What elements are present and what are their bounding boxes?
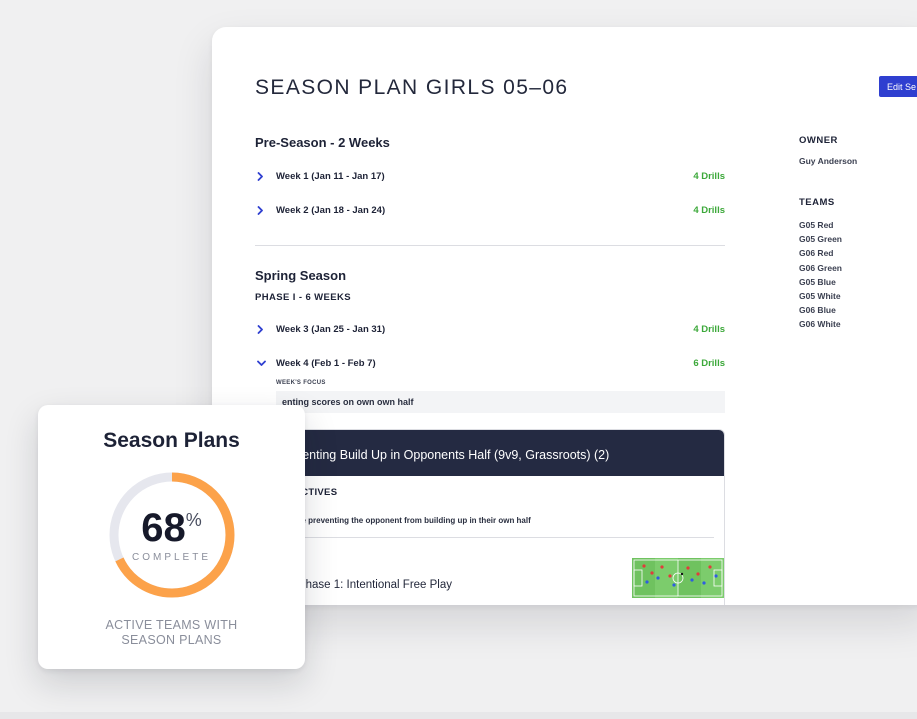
drill-row[interactable]: E y Phase 1: Intentional Free Play (277, 538, 724, 598)
objectives-title: JECTIVES (289, 487, 338, 498)
percent-value: 68 (141, 506, 186, 550)
chevron-right-icon (257, 171, 267, 181)
team-item: G05 White (799, 291, 841, 302)
owner-name: Guy Anderson (799, 156, 858, 166)
completion-ring (109, 472, 235, 598)
caption-line-1: ACTIVE TEAMS WITH (105, 618, 238, 632)
stats-title: Season Plans (103, 429, 240, 452)
session-header: SION eventing Build Up in Opponents Half… (277, 430, 724, 476)
percent-sign: % (185, 510, 202, 530)
percent-display: 68% (38, 506, 305, 551)
pitch-diagram-thumbnail[interactable] (632, 558, 724, 598)
team-list: G05 Red G05 Green G06 Red G06 Green G05 … (799, 218, 917, 332)
session-kicker: SION (289, 439, 712, 445)
chevron-down-icon (257, 360, 267, 367)
drill-count: 6 Drills (693, 357, 725, 369)
drill-count: 4 Drills (693, 204, 725, 216)
week-row-2[interactable]: Week 2 (Jan 18 - Jan 24) 4 Drills (255, 193, 725, 227)
page-bottom-band (0, 712, 917, 719)
section-divider (255, 245, 725, 246)
preseason-title: Pre-Season - 2 Weeks (255, 135, 390, 150)
week-row-4[interactable]: Week 4 (Feb 1 - Feb 7) 6 Drills (255, 346, 725, 380)
season-plan-card: SEASON PLAN GIRLS 05–06 Edit Se Pre-Seas… (212, 27, 917, 605)
week-row-3[interactable]: Week 3 (Jan 25 - Jan 31) 4 Drills (255, 312, 725, 346)
owner-label: OWNER (799, 135, 838, 146)
team-item: G06 Red (799, 248, 834, 259)
plan-column: Pre-Season - 2 Weeks Week 1 (Jan 11 - Ja… (255, 135, 725, 605)
chevron-right-icon (257, 324, 267, 334)
chevron-right-icon (257, 205, 267, 215)
objective-text: rove preventing the opponent from buildi… (289, 516, 531, 525)
teams-label: TEAMS (799, 197, 835, 208)
team-item: G06 Green (799, 262, 842, 273)
team-item: G05 Green (799, 234, 842, 245)
drill-count: 4 Drills (693, 323, 725, 335)
complete-label: COMPLETE (131, 552, 211, 563)
week-row-1[interactable]: Week 1 (Jan 11 - Jan 17) 4 Drills (255, 159, 725, 193)
page-title: SEASON PLAN GIRLS 05–06 (255, 76, 569, 99)
week-label: Week 1 (Jan 11 - Jan 17) (276, 170, 385, 182)
week-label: Week 4 (Feb 1 - Feb 7) (276, 357, 376, 369)
week-label: Week 2 (Jan 18 - Jan 24) (276, 204, 386, 216)
spring-season-title: Spring Season (255, 268, 347, 283)
week-label: Week 3 (Jan 25 - Jan 31) (276, 323, 386, 335)
season-plans-stats-card: Season Plans 68% COMPLETE ACTIVE TEAMS W… (38, 405, 305, 669)
team-item: G05 Red (799, 220, 834, 230)
team-item: G06 Blue (799, 305, 836, 316)
team-item: G05 Blue (799, 276, 836, 287)
session-card[interactable]: SION eventing Build Up in Opponents Half… (276, 429, 725, 605)
team-item: G06 White (799, 319, 841, 330)
phase-title: PHASE I - 6 WEEKS (255, 292, 352, 303)
weeks-focus-box: enting scores on own own half (276, 391, 725, 413)
drill-name: y Phase 1: Intentional Free Play (289, 579, 453, 591)
caption-line-2: SEASON PLANS (121, 633, 222, 647)
plan-sidebar: OWNER Guy Anderson TEAMS G05 Red G05 Gre… (799, 135, 917, 332)
session-name: eventing Build Up in Opponents Half (9v9… (289, 448, 610, 462)
edit-season-plan-button[interactable]: Edit Se (879, 76, 917, 97)
objectives-divider (287, 537, 714, 538)
stats-caption: ACTIVE TEAMS WITH SEASON PLANS (38, 618, 305, 648)
weeks-focus-label: WEEK'S FOCUS (276, 380, 326, 386)
completion-ring-progress (109, 472, 235, 598)
drill-count: 4 Drills (693, 170, 725, 182)
